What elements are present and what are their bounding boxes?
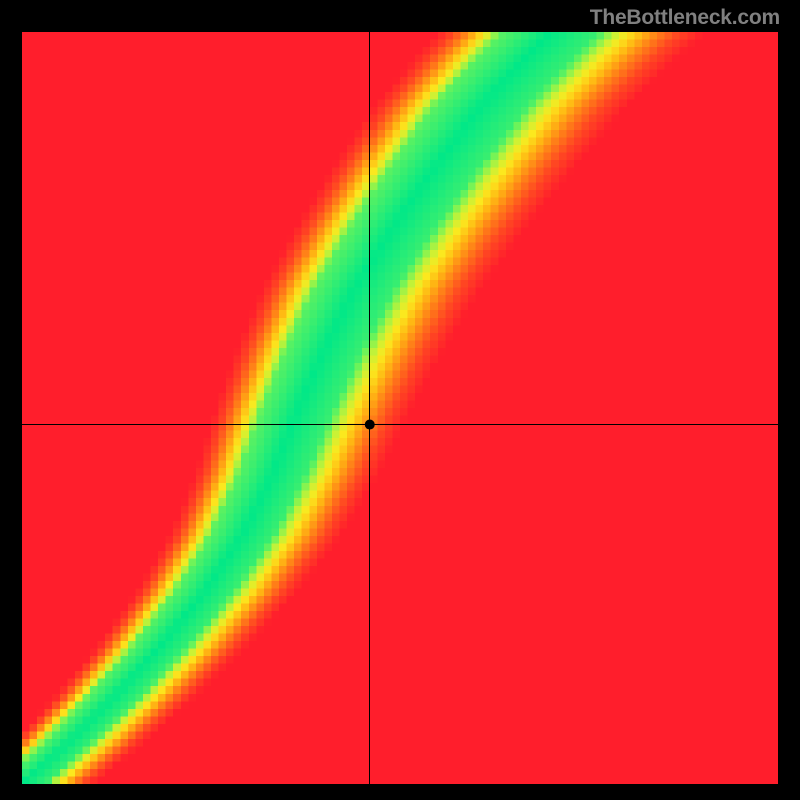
chart-container: TheBottleneck.com [0,0,800,800]
watermark-text: TheBottleneck.com [590,6,780,30]
heatmap-canvas [22,32,778,784]
